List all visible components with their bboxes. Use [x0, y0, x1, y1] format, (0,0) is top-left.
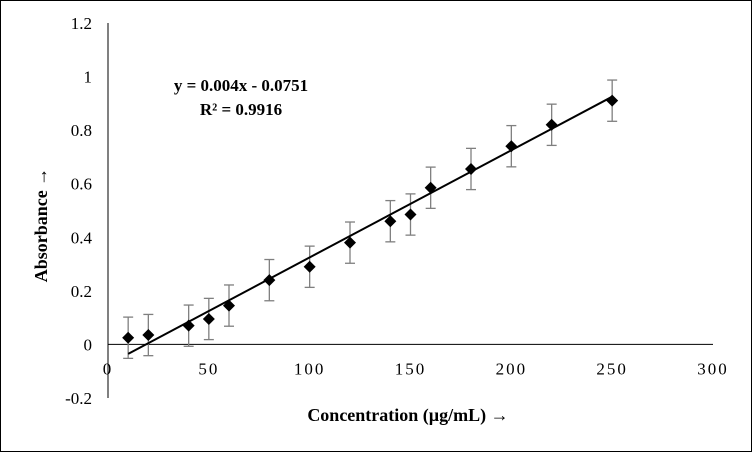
y-tick-label: 0 [84, 335, 93, 354]
data-point [606, 94, 619, 107]
data-point [223, 299, 235, 312]
data-point [344, 236, 356, 249]
x-axis-title: Concentration (µg/mL) → [307, 405, 508, 426]
x-tick-label: 250 [596, 359, 628, 378]
x-tick-label: 200 [496, 359, 528, 378]
data-point [545, 118, 558, 131]
data-point [303, 260, 316, 273]
data-point [142, 329, 155, 342]
data-point [404, 208, 417, 221]
y-axis-title: Absorbance → [31, 168, 51, 283]
data-point [263, 274, 276, 287]
data-point [202, 312, 215, 325]
x-tick-label: 300 [697, 359, 729, 378]
y-tick-label: 1 [84, 68, 93, 87]
y-tick-label: -0.2 [65, 389, 92, 408]
x-tick-label: 0 [103, 359, 114, 378]
data-point [182, 319, 195, 332]
data-point [424, 181, 437, 194]
x-tick-label: 100 [294, 359, 326, 378]
data-point [465, 162, 477, 175]
y-tick-label: 0.6 [71, 175, 92, 194]
data-point [505, 140, 518, 153]
y-tick-label: 1.2 [71, 14, 92, 33]
data-points [122, 94, 619, 344]
x-tick-label: 150 [395, 359, 427, 378]
y-tick-label: 0.4 [71, 228, 93, 247]
data-point [384, 215, 397, 228]
axes [107, 23, 713, 398]
trendline [127, 95, 613, 355]
x-tick-labels: 0 50 100 150 200 250 300 [103, 359, 729, 378]
x-tick-label: 50 [198, 359, 219, 378]
r-squared-label: R² = 0.9916 [200, 100, 282, 119]
y-tick-label: 0.8 [71, 121, 92, 140]
trendline-equation: y = 0.004x - 0.0751 [174, 76, 308, 95]
y-tick-labels: -0.2 0 0.2 0.4 0.6 0.8 1 1.2 [65, 14, 92, 408]
trendline-path [127, 95, 613, 355]
y-tick-label: 0.2 [71, 282, 92, 301]
data-point [122, 331, 135, 344]
